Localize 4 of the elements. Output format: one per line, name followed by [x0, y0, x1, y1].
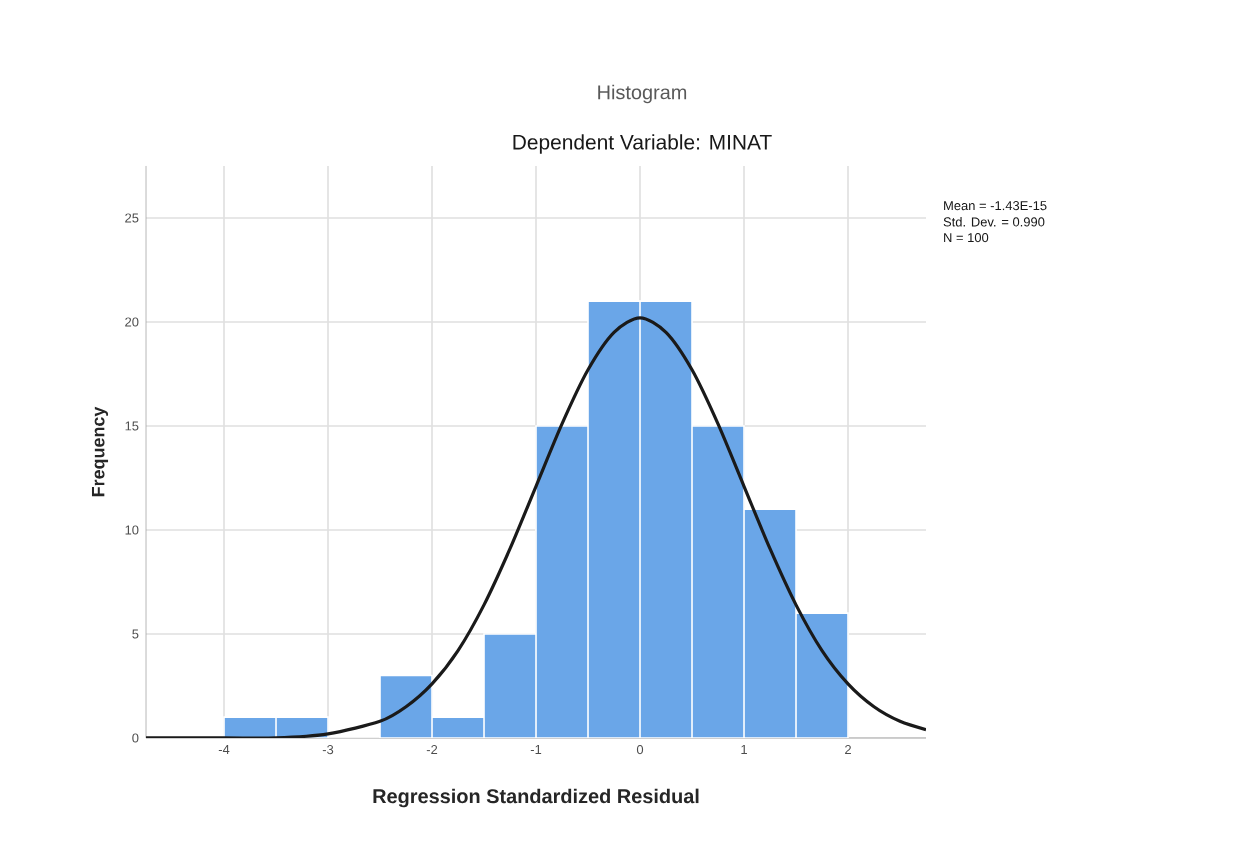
- y-axis-title: Frequency: [91, 406, 109, 497]
- x-axis-title: Regression Standardized Residual: [373, 788, 699, 808]
- chart-title: Histogram: [598, 84, 687, 104]
- chart-subtitle: Dependent Variable: MINAT: [513, 134, 772, 154]
